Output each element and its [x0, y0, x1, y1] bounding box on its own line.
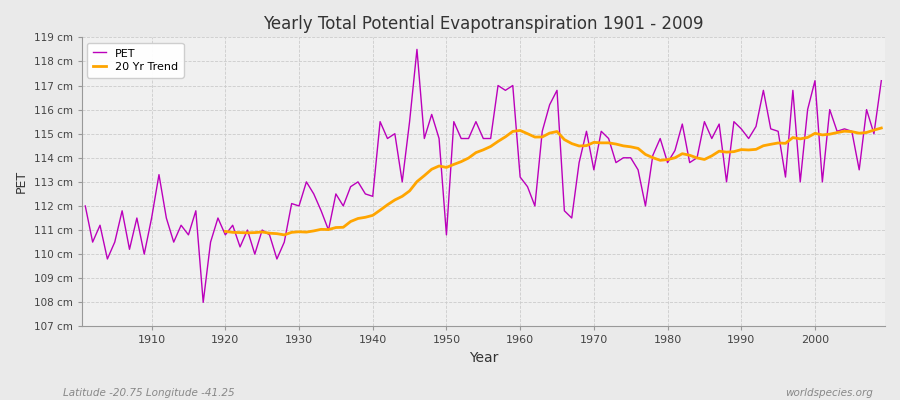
Text: worldspecies.org: worldspecies.org	[785, 388, 873, 398]
Y-axis label: PET: PET	[15, 170, 28, 194]
20 Yr Trend	[515, 128, 526, 133]
PET	[411, 47, 422, 52]
20 Yr Trend	[876, 126, 886, 130]
Title: Yearly Total Potential Evapotranspiration 1901 - 2009: Yearly Total Potential Evapotranspiratio…	[263, 15, 704, 33]
20 Yr Trend	[603, 140, 614, 145]
Legend: PET, 20 Yr Trend: PET, 20 Yr Trend	[87, 43, 184, 78]
PET	[309, 192, 320, 196]
PET	[522, 184, 533, 189]
20 Yr Trend	[508, 129, 518, 134]
PET	[529, 204, 540, 208]
X-axis label: Year: Year	[469, 351, 498, 365]
20 Yr Trend	[346, 219, 356, 224]
Text: Latitude -20.75 Longitude -41.25: Latitude -20.75 Longitude -41.25	[63, 388, 235, 398]
PET	[876, 78, 886, 83]
PET	[353, 180, 364, 184]
Line: 20 Yr Trend: 20 Yr Trend	[225, 128, 881, 235]
PET	[618, 155, 629, 160]
20 Yr Trend	[301, 230, 311, 234]
Line: PET: PET	[86, 49, 881, 302]
PET	[198, 300, 209, 305]
PET	[80, 204, 91, 208]
PET	[139, 252, 149, 256]
